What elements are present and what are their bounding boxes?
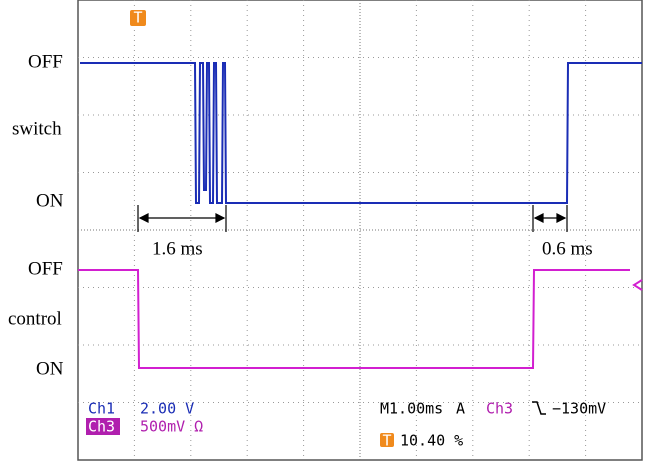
readout: −130mV [552, 400, 606, 418]
trigger-label: T [382, 432, 391, 450]
label: ON [36, 190, 64, 211]
readout: 10.40 % [400, 432, 463, 450]
arrows [137, 205, 568, 232]
label: ON [36, 358, 64, 379]
readout: Ch3 [486, 400, 513, 418]
readout: 2.00 V [140, 400, 194, 418]
control-trace [78, 269, 630, 369]
trigger-icon [380, 433, 394, 447]
label: OFF [28, 258, 63, 279]
label: control [8, 308, 62, 329]
label: switch [12, 118, 62, 139]
readout: A [456, 400, 465, 418]
annotation: 1.6 ms [152, 238, 203, 259]
grid [78, 0, 642, 460]
annotation: 0.6 ms [542, 238, 593, 259]
readout: Ch1 [88, 400, 115, 418]
ch3-marker [632, 279, 643, 291]
trigger-label: T [133, 9, 142, 27]
readout: M1.00ms [380, 400, 443, 418]
label: OFF [28, 51, 63, 72]
readout: Ch3 [88, 418, 115, 436]
ch3-badge [86, 418, 120, 435]
falling-edge-icon [532, 401, 546, 415]
readout: 500mV Ω [140, 418, 203, 436]
trigger-top: T [130, 9, 146, 27]
switch-trace [80, 62, 642, 204]
